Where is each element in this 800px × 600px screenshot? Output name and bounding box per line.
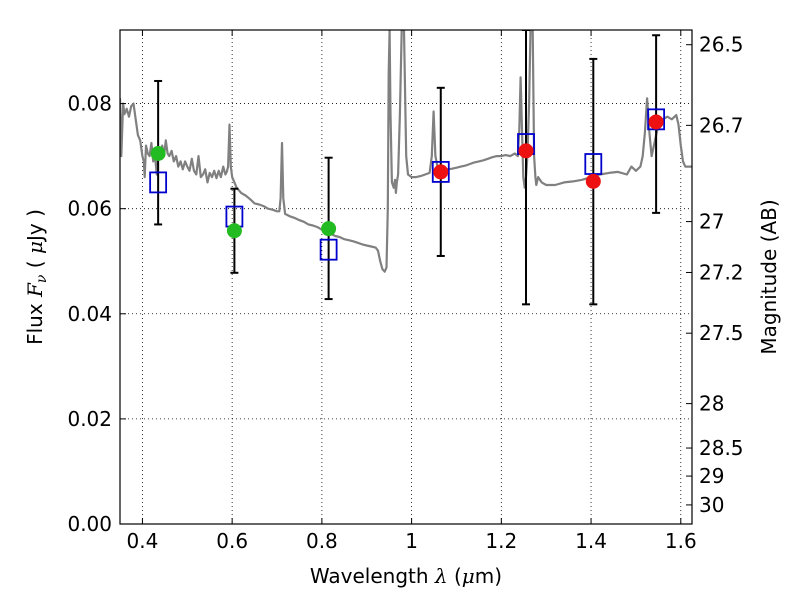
x-label-prefix: Wavelength bbox=[310, 564, 429, 588]
plot-area bbox=[120, 30, 692, 306]
x-tick-label: 1.4 bbox=[575, 529, 607, 553]
y-label-open: ( bbox=[23, 260, 47, 268]
y2-tick-label: 26.7 bbox=[699, 113, 744, 137]
y2-tick-label: 27.2 bbox=[699, 260, 744, 284]
y-label-subscript: ν bbox=[34, 274, 50, 283]
observed-point bbox=[518, 143, 534, 159]
y2-tick-label: 28.5 bbox=[699, 436, 744, 460]
y-label-close: ) bbox=[23, 209, 47, 217]
x-tick-label: 0.6 bbox=[216, 529, 248, 553]
x-axis-label: Wavelength λ (μm) bbox=[310, 564, 502, 588]
y2-axis-label: Magnitude (AB) bbox=[757, 199, 781, 354]
x-tick-label: 0.4 bbox=[127, 529, 159, 553]
y-label-prefix: Flux bbox=[23, 303, 47, 345]
x-label-unit: m) bbox=[475, 564, 502, 588]
y2-tick-label: 28 bbox=[699, 392, 724, 416]
observed-point bbox=[585, 173, 601, 189]
model-point-square bbox=[319, 238, 338, 261]
y2-tick-label: 30 bbox=[699, 493, 724, 517]
axis-ticks: 0.4 0.6 0.8 1 1.2 1.4 1.6 0.00 0.02 0.04 0.06 0.08 2… bbox=[67, 30, 744, 553]
observed-point bbox=[433, 164, 449, 180]
observed-point bbox=[150, 146, 166, 161]
y-tick-label: 0.06 bbox=[67, 197, 112, 221]
y-label-mu: μ bbox=[23, 241, 47, 254]
plot-frame bbox=[119, 29, 693, 525]
x-label-mu: μ bbox=[462, 564, 475, 588]
model-point-square bbox=[149, 171, 168, 194]
x-tick-label: 1.2 bbox=[485, 529, 517, 553]
observed-point bbox=[648, 114, 664, 130]
x-label-open: ( bbox=[454, 564, 462, 588]
y-tick-label: 0.04 bbox=[67, 302, 112, 326]
observed-point bbox=[226, 223, 242, 239]
y-tick-label: 0.02 bbox=[67, 407, 112, 431]
y2-tick-label: 26.5 bbox=[699, 33, 744, 57]
spectrum-line bbox=[120, 30, 692, 273]
x-tick-label: 1.6 bbox=[665, 529, 697, 553]
x-tick-label: 1 bbox=[405, 529, 418, 553]
y-axis-label: Flux Fν ( μJy ) bbox=[23, 209, 50, 345]
y2-tick-label: 27 bbox=[699, 210, 724, 234]
y2-tick-label: 29 bbox=[699, 464, 724, 488]
x-tick-label: 0.8 bbox=[306, 529, 338, 553]
y-label-unit: Jy bbox=[23, 223, 47, 243]
model-point-square bbox=[431, 160, 450, 183]
y2-tick-label: 27.5 bbox=[699, 321, 744, 345]
y-tick-label: 0.08 bbox=[67, 92, 112, 116]
y-label-symbol: F bbox=[23, 282, 47, 298]
x-label-symbol: λ bbox=[434, 564, 448, 588]
y-tick-label: 0.00 bbox=[67, 512, 112, 536]
observed-point bbox=[321, 221, 337, 237]
